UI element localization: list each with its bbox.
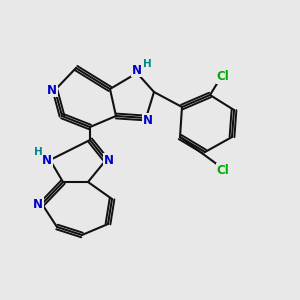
Text: N: N bbox=[47, 83, 57, 97]
Text: Cl: Cl bbox=[217, 164, 230, 176]
Text: N: N bbox=[132, 64, 142, 76]
Text: N: N bbox=[143, 113, 153, 127]
Text: N: N bbox=[33, 197, 43, 211]
Text: Cl: Cl bbox=[217, 70, 230, 83]
Text: H: H bbox=[34, 147, 42, 157]
Text: N: N bbox=[104, 154, 114, 166]
Text: H: H bbox=[142, 59, 152, 69]
Text: N: N bbox=[42, 154, 52, 166]
